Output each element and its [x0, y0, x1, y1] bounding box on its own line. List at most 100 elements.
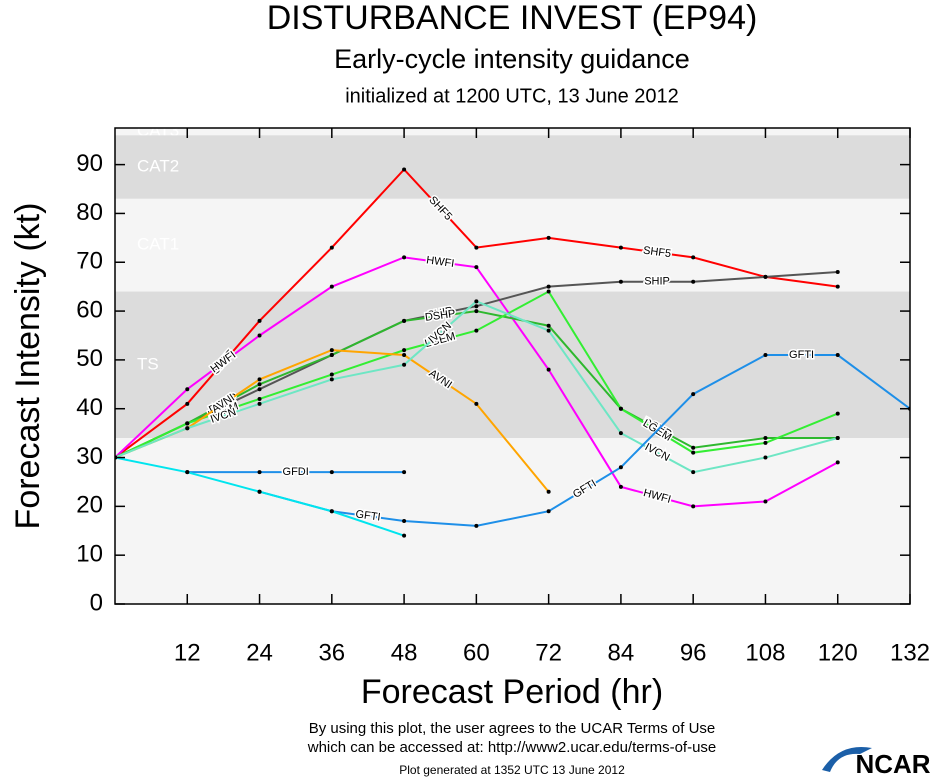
series-label: SHF5: [642, 245, 671, 261]
data-point: [474, 265, 479, 270]
data-point: [763, 440, 768, 445]
data-point: [185, 421, 190, 426]
x-tick-label: 120: [818, 639, 858, 666]
y-tick-label: 80: [76, 199, 103, 226]
data-point: [835, 411, 840, 416]
chart-subtitle: Early-cycle intensity guidance: [334, 44, 690, 74]
data-point: [402, 167, 407, 172]
data-point: [835, 460, 840, 465]
x-tick-label: 96: [680, 639, 707, 666]
data-point: [618, 484, 623, 489]
intensity-band: [115, 128, 910, 136]
x-tick-label: 108: [745, 639, 785, 666]
data-point: [546, 235, 551, 240]
x-tick-label: 84: [608, 639, 635, 666]
data-point: [835, 436, 840, 441]
y-tick-label: 20: [76, 492, 103, 519]
data-point: [474, 328, 479, 333]
band-label: CAT2: [137, 157, 179, 176]
data-point: [691, 279, 696, 284]
plot-frame: [114, 127, 911, 605]
data-point: [835, 284, 840, 289]
data-point: [402, 348, 407, 353]
data-point: [691, 450, 696, 455]
logo-mark: [822, 746, 872, 772]
band-label: CAT1: [137, 235, 179, 254]
data-point: [546, 328, 551, 333]
x-tick-label: 60: [463, 639, 490, 666]
y-tick-label: 30: [76, 443, 103, 470]
x-tick-label: 48: [391, 639, 418, 666]
data-point: [257, 318, 262, 323]
data-point: [257, 382, 262, 387]
series-line: [259, 354, 910, 527]
data-point: [329, 284, 334, 289]
y-tick-label: 90: [76, 150, 103, 177]
data-point: [546, 367, 551, 372]
intensity-band: [115, 135, 910, 199]
data-point: [185, 470, 190, 475]
series-label: GFDI: [283, 466, 309, 478]
data-point: [691, 445, 696, 450]
data-point: [257, 387, 262, 392]
data-point: [691, 392, 696, 397]
data-point: [402, 255, 407, 260]
data-point: [329, 353, 334, 358]
x-tick-label: 72: [535, 639, 562, 666]
data-point: [185, 387, 190, 392]
x-tick-label: 132: [890, 639, 930, 666]
generated-time: Plot generated at 1352 UTC 13 June 2012: [399, 763, 625, 777]
data-point: [474, 523, 479, 528]
data-point: [185, 426, 190, 431]
y-tick-label: 10: [76, 541, 103, 568]
x-tick-label: 12: [174, 639, 201, 666]
data-point: [185, 401, 190, 406]
data-point: [763, 274, 768, 279]
logo-text: NCAR: [855, 749, 930, 779]
x-axis-label: Forecast Period (hr): [361, 673, 663, 711]
y-tick-label: 50: [76, 345, 103, 372]
data-point: [546, 489, 551, 494]
band-label: TS: [137, 354, 159, 373]
data-point: [329, 372, 334, 377]
data-point: [763, 436, 768, 441]
data-point: [257, 470, 262, 475]
data-point: [402, 519, 407, 524]
data-point: [763, 455, 768, 460]
data-point: [257, 377, 262, 382]
data-point: [329, 470, 334, 475]
data-point: [474, 299, 479, 304]
data-point: [691, 504, 696, 509]
data-point: [763, 353, 768, 358]
data-point: [257, 401, 262, 406]
data-point: [257, 489, 262, 494]
data-point: [618, 465, 623, 470]
data-point: [618, 245, 623, 250]
data-point: [329, 245, 334, 250]
series-label: GFTI: [789, 349, 814, 361]
data-point: [546, 323, 551, 328]
chart-title: DISTURBANCE INVEST (EP94): [267, 0, 758, 37]
data-point: [618, 406, 623, 411]
data-point: [402, 318, 407, 323]
y-tick-label: 70: [76, 248, 103, 275]
data-point: [402, 362, 407, 367]
data-point: [618, 431, 623, 436]
data-point: [691, 255, 696, 260]
y-tick-label: 40: [76, 394, 103, 421]
init-time: initialized at 1200 UTC, 13 June 2012: [345, 85, 679, 107]
data-point: [402, 353, 407, 358]
data-point: [329, 348, 334, 353]
data-point: [474, 304, 479, 309]
x-tick-label: 36: [318, 639, 345, 666]
data-point: [691, 470, 696, 475]
data-point: [474, 309, 479, 314]
data-point: [329, 377, 334, 382]
series-label: HWFI: [426, 254, 455, 270]
y-tick-label: 0: [90, 589, 103, 616]
footer-line: By using this plot, the user agrees to t…: [309, 720, 716, 737]
x-tick-label: 24: [246, 639, 273, 666]
data-point: [474, 401, 479, 406]
